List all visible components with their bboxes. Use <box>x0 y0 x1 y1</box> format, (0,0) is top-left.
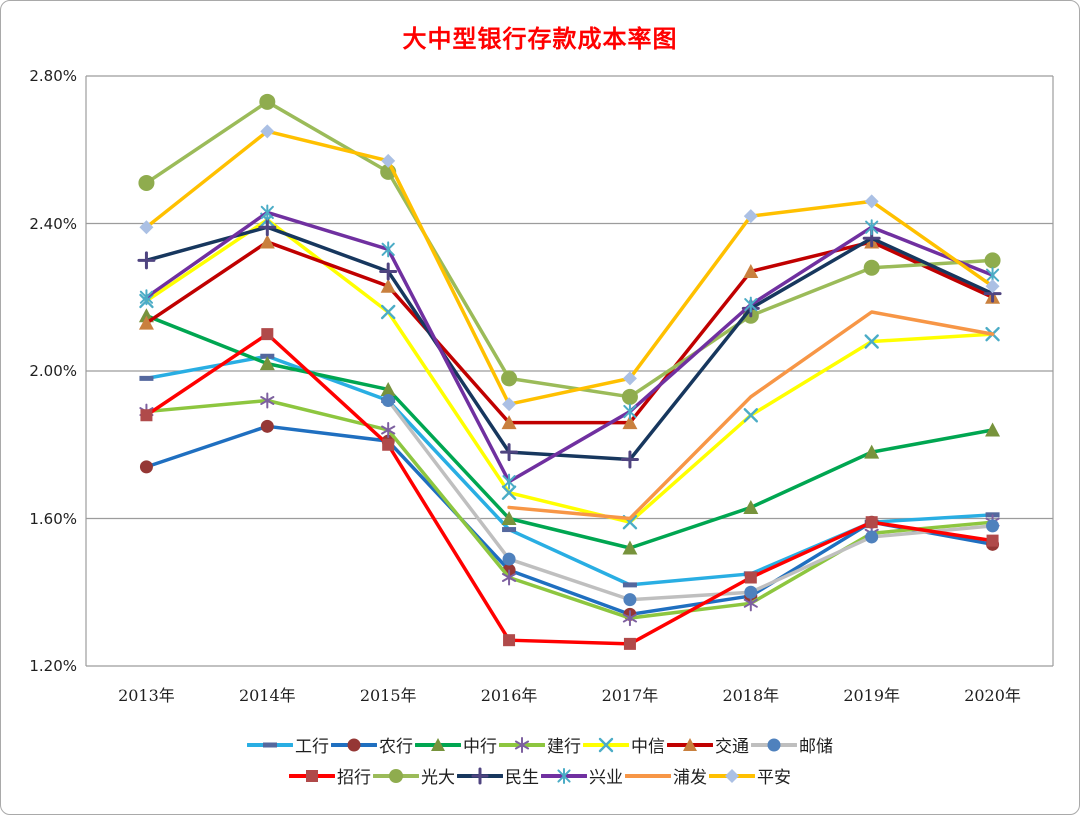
x-axis-tick-label: 2019年 <box>843 686 901 705</box>
y-axis-tick-label: 1.20% <box>29 657 77 675</box>
legend-swatch-abc <box>331 738 377 751</box>
chart-title: 大中型银行存款成本率图 <box>402 24 678 53</box>
legend-swatch-pingan <box>709 768 755 783</box>
legend-item-citic: 中信 <box>583 732 665 757</box>
legend-label-icbc: 工行 <box>295 737 329 757</box>
y-axis-tick-label: 2.00% <box>29 362 77 380</box>
legend-swatch-cib <box>541 767 587 784</box>
x-axis-tick-label: 2020年 <box>964 686 1021 705</box>
legend-item-bocom: 交通 <box>667 732 749 757</box>
legend-swatch-ccb <box>499 736 545 753</box>
series-spdb <box>507 310 995 521</box>
legend-label-spdb: 浦发 <box>673 768 707 788</box>
legend-label-ccb: 建行 <box>547 737 581 757</box>
legend-item-pingan: 平安 <box>709 763 791 788</box>
series-bocom <box>138 234 1001 430</box>
legend-item-cib: 兴业 <box>541 763 623 788</box>
legend-item-boc: 中行 <box>415 732 497 757</box>
x-axis-tick-label: 2013年 <box>118 686 175 705</box>
x-axis-tick-label: 2016年 <box>480 686 538 705</box>
y-axis-tick-label: 2.80% <box>29 67 77 85</box>
series-cmb <box>140 328 999 650</box>
legend-item-minsheng: 民生 <box>457 763 539 788</box>
legend-label-ceb: 光大 <box>421 768 455 788</box>
legend-label-cib: 兴业 <box>589 768 623 788</box>
x-axis-tick-label: 2015年 <box>359 686 417 705</box>
x-axis-tick-label: 2018年 <box>722 686 780 705</box>
x-axis-tick-label: 2017年 <box>601 686 659 705</box>
y-axis-tick-label: 1.60% <box>29 509 77 528</box>
legend-item-cmb: 招行 <box>289 763 371 788</box>
legend-label-bocom: 交通 <box>715 737 749 757</box>
legend-item-icbc: 工行 <box>247 732 329 757</box>
series-pingan <box>139 124 1000 412</box>
series-cib <box>139 204 1000 490</box>
legend-item-psbc: 邮储 <box>751 732 833 757</box>
series-psbc <box>381 394 1000 607</box>
legend-swatch-boc <box>415 737 461 751</box>
chart-legend: 工行 农行 中行 建行 中信 交通 邮储 招行 光大 民生 兴业 浦发 平安 <box>1 732 1079 788</box>
legend-label-minsheng: 民生 <box>505 768 539 788</box>
legend-swatch-bocom <box>667 737 713 751</box>
legend-swatch-ceb <box>373 768 419 783</box>
legend-label-citic: 中信 <box>631 737 665 757</box>
series-boc <box>138 308 1001 555</box>
legend-swatch-spdb <box>625 773 671 778</box>
legend-swatch-cmb <box>289 769 335 782</box>
legend-label-pingan: 平安 <box>757 768 791 788</box>
legend-item-ceb: 光大 <box>373 763 455 788</box>
legend-item-ccb: 建行 <box>499 732 581 757</box>
legend-swatch-icbc <box>247 742 293 747</box>
legend-label-abc: 农行 <box>379 737 413 757</box>
y-axis-tick-label: 2.40% <box>29 214 77 233</box>
legend-swatch-citic <box>583 737 629 752</box>
legend-row-2: 招行 光大 民生 兴业 浦发 平安 <box>288 763 792 788</box>
legend-item-abc: 农行 <box>331 732 413 757</box>
legend-item-spdb: 浦发 <box>625 763 707 788</box>
legend-row-1: 工行 农行 中行 建行 中信 交通 邮储 <box>246 732 834 757</box>
legend-label-boc: 中行 <box>463 737 497 757</box>
legend-label-psbc: 邮储 <box>799 737 833 757</box>
series-minsheng <box>137 218 1002 469</box>
x-axis-tick-label: 2014年 <box>238 686 296 705</box>
legend-swatch-psbc <box>751 738 797 751</box>
legend-swatch-minsheng <box>457 767 503 784</box>
legend-label-cmb: 招行 <box>337 768 371 788</box>
